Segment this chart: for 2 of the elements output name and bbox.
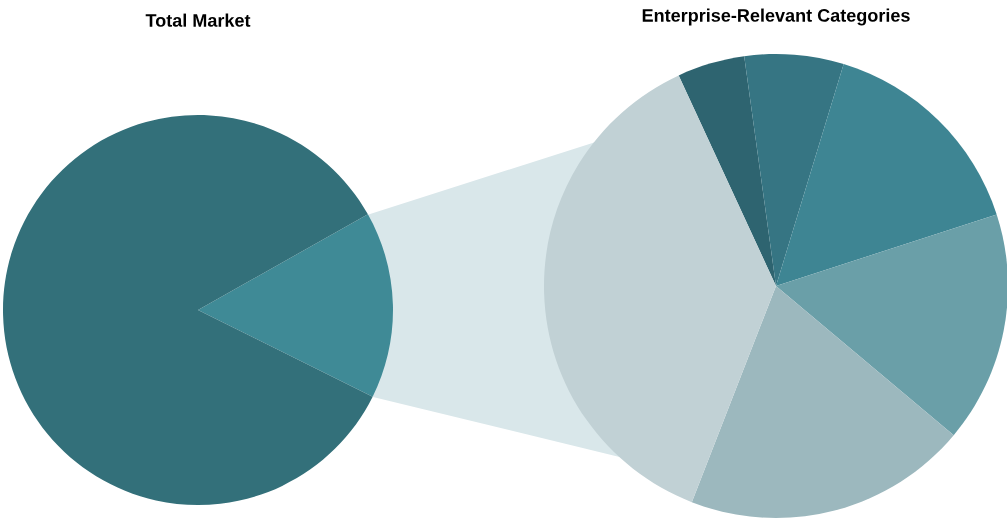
chart-title: Total Market xyxy=(145,13,251,27)
chart-title: Enterprise-Relevant Categories xyxy=(642,8,910,26)
